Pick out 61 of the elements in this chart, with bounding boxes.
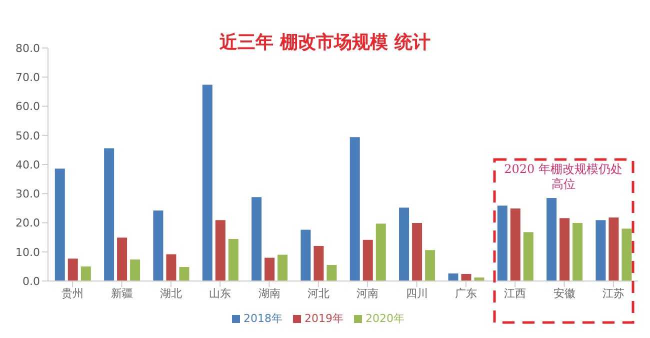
bar <box>510 208 520 281</box>
bar <box>497 206 508 281</box>
y-tick-label: 20.0 <box>16 216 40 230</box>
y-tick-label: 70.0 <box>16 71 40 84</box>
bar <box>130 259 140 281</box>
bar <box>350 137 360 281</box>
x-tick-label: 安徽 <box>553 286 576 300</box>
bar <box>461 274 472 281</box>
bar <box>362 240 373 281</box>
bar <box>546 198 557 281</box>
chart-title: 近三年 棚改市场规模 统计 <box>220 32 430 53</box>
bar <box>448 273 458 281</box>
bar <box>166 254 176 281</box>
legend-label: 2019年 <box>304 312 344 325</box>
bar <box>264 258 275 281</box>
bar <box>68 258 78 281</box>
bar <box>215 220 226 281</box>
bar <box>412 223 422 281</box>
x-tick-label: 湖北 <box>160 286 182 300</box>
x-tick-label: 江苏 <box>602 286 624 300</box>
bar <box>179 267 190 281</box>
y-tick-label: 80.0 <box>16 42 40 55</box>
y-tick-label: 0.0 <box>22 274 40 288</box>
bar <box>326 264 337 281</box>
bar <box>228 239 238 281</box>
x-tick-label: 河北 <box>307 286 330 300</box>
bar <box>399 208 410 281</box>
annotation: 2020 年棚改规模仍处高位 <box>503 162 624 192</box>
y-tick-label: 30.0 <box>16 188 40 201</box>
bar <box>560 218 570 281</box>
bar <box>252 197 262 281</box>
x-tick-label: 广东 <box>454 286 477 300</box>
x-tick-label: 河南 <box>356 286 379 300</box>
y-tick-label: 10.0 <box>16 246 40 259</box>
legend-label: 2020年 <box>366 312 404 325</box>
bar <box>314 246 324 281</box>
bar <box>572 223 583 281</box>
y-tick-label: 40.0 <box>16 158 40 172</box>
bar <box>622 228 632 281</box>
y-tick-label: 50.0 <box>16 129 40 142</box>
bar <box>104 148 114 281</box>
bar <box>278 254 288 281</box>
x-tick-label: 新疆 <box>110 286 133 300</box>
bar <box>523 232 534 281</box>
bar <box>117 238 128 281</box>
x-tick-label: 贵州 <box>62 286 84 300</box>
bar <box>376 224 386 281</box>
bar <box>54 168 65 281</box>
bar <box>608 218 619 281</box>
x-tick-label: 湖南 <box>258 286 280 300</box>
bar <box>425 250 436 281</box>
bar <box>202 84 212 281</box>
y-tick-label: 60.0 <box>16 100 40 114</box>
x-tick-label: 山东 <box>209 286 232 300</box>
bar <box>596 220 606 281</box>
bar <box>80 266 91 281</box>
x-tick-label: 江西 <box>504 286 526 300</box>
bar <box>300 230 311 281</box>
bar <box>153 210 164 281</box>
legend-label: 2018年 <box>244 312 282 325</box>
x-tick-label: 四川 <box>406 286 428 300</box>
